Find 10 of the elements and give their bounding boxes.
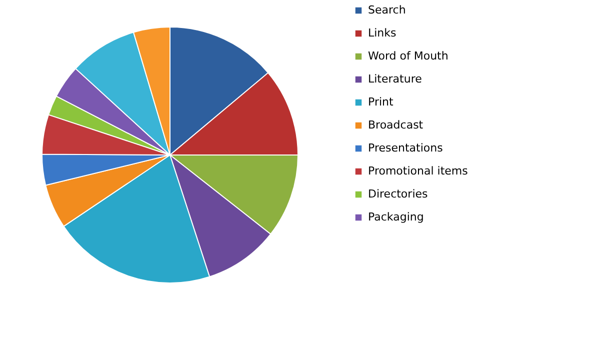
legend-label: Search bbox=[368, 4, 406, 16]
legend-label: Links bbox=[368, 26, 397, 40]
legend-label: Directories bbox=[368, 188, 428, 200]
legend-label: Word of Mouth bbox=[368, 50, 448, 62]
legend-label: Presentations bbox=[368, 142, 444, 154]
legend-label: Packaging bbox=[368, 210, 424, 224]
legend-label: Print bbox=[368, 96, 394, 108]
legend-label: Promotional items bbox=[368, 164, 468, 178]
legend-label: Literature bbox=[368, 72, 422, 86]
legend-label: Broadcast bbox=[368, 118, 424, 132]
